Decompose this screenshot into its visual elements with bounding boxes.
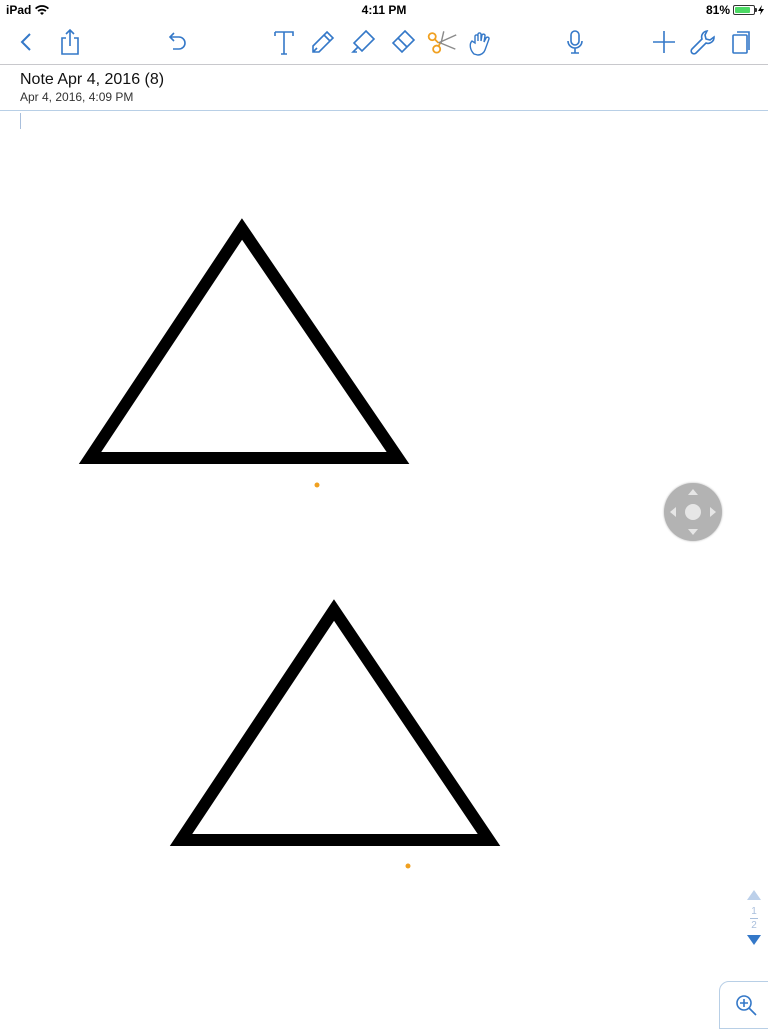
chevron-left-icon <box>20 33 31 51</box>
page-indicator: 1 2 <box>740 888 768 958</box>
status-right: 81% <box>706 3 764 17</box>
battery-icon <box>733 5 757 15</box>
page-total: 2 <box>751 920 757 931</box>
note-title[interactable]: Note Apr 4, 2016 (8) <box>20 71 165 88</box>
page-divider <box>750 918 758 919</box>
triangle-drawing-1[interactable] <box>78 218 410 464</box>
scroll-joystick[interactable] <box>664 483 722 541</box>
hand-tool-button[interactable] <box>464 26 496 58</box>
plus-icon <box>653 31 675 53</box>
status-bar: iPad 4:11 PM 81% <box>0 0 768 20</box>
eraser-tool-button[interactable] <box>387 26 419 58</box>
battery-percent: 81% <box>705 3 730 17</box>
triangle-drawing-2[interactable] <box>169 599 501 846</box>
back-button[interactable] <box>10 26 42 58</box>
record-audio-button[interactable] <box>559 26 591 58</box>
microphone-icon <box>567 30 583 54</box>
note-date: Apr 4, 2016, 4:09 PM <box>20 90 134 104</box>
wrench-icon <box>690 30 715 55</box>
scissors-icon <box>427 31 457 54</box>
add-button[interactable] <box>648 26 680 58</box>
wifi-icon <box>35 4 50 15</box>
status-time: 4:11 PM <box>361 3 407 17</box>
pages-button[interactable] <box>725 26 757 58</box>
hand-icon <box>469 32 490 56</box>
share-icon <box>61 28 79 55</box>
text-cursor <box>20 113 21 129</box>
pen-icon <box>312 30 335 53</box>
drawing-canvas[interactable] <box>0 111 768 1024</box>
undo-button[interactable] <box>160 26 192 58</box>
status-left: iPad <box>6 3 50 17</box>
zoom-button[interactable] <box>719 981 768 1029</box>
charging-bolt-icon <box>758 5 764 15</box>
highlighter-icon <box>351 29 376 53</box>
toolbar <box>0 20 768 65</box>
note-header: Note Apr 4, 2016 (8) Apr 4, 2016, 4:09 P… <box>0 65 768 111</box>
settings-button[interactable] <box>686 26 718 58</box>
marker-dot-1 <box>314 482 320 488</box>
undo-icon <box>168 32 186 50</box>
page-up-icon[interactable] <box>747 890 761 900</box>
directional-arrows-icon <box>670 489 716 535</box>
pen-tool-button[interactable] <box>307 26 339 58</box>
eraser-icon <box>391 29 416 54</box>
text-icon <box>274 31 294 55</box>
page-current: 1 <box>751 906 757 917</box>
page-down-icon[interactable] <box>747 935 761 945</box>
zoom-in-icon <box>736 995 757 1016</box>
device-label: iPad <box>6 3 32 17</box>
scissors-tool-button[interactable] <box>426 26 458 58</box>
marker-dot-2 <box>405 863 411 869</box>
share-button[interactable] <box>54 26 86 58</box>
highlighter-tool-button[interactable] <box>347 26 379 58</box>
text-tool-button[interactable] <box>268 26 300 58</box>
pages-icon <box>732 31 750 54</box>
